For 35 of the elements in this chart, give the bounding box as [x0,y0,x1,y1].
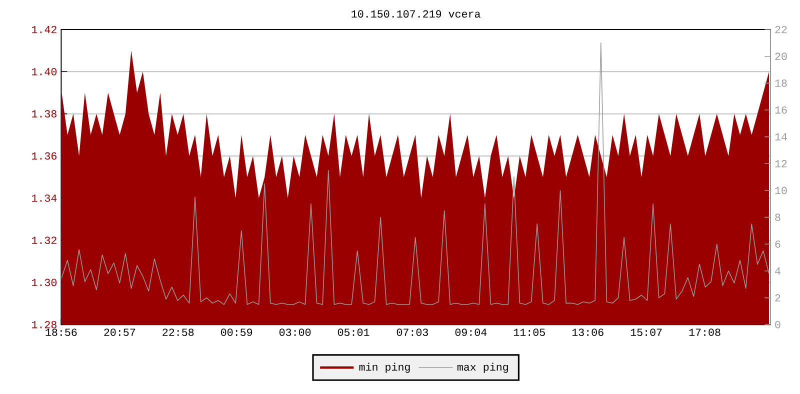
y2-tick-label: 2 [775,294,780,302]
x-tick-label: 07:03 [396,328,428,336]
y-tick-label: 1.36 [32,152,56,160]
y2-tick-label: 18 [775,80,787,88]
x-tick-label: 22:58 [162,328,194,336]
x-tick-label: 05:01 [338,328,370,336]
y2-tick-label: 6 [775,240,780,248]
y-tick-label: 1.34 [32,194,57,202]
y2-tick-label: 22 [775,26,787,34]
y-tick-label: 1.32 [32,236,56,244]
y2-tick-label: 12 [775,160,787,168]
legend-label: max ping [457,363,508,374]
x-tick-label: 11:05 [514,328,545,336]
chart-title: 10.150.107.219 vcera [352,10,480,18]
y2-tick-label: 10 [775,187,787,194]
y-tick-label: 1.28 [32,321,56,329]
x-tick-label: 17:08 [689,328,720,336]
y2-tick-label: 8 [775,214,780,222]
y2-tick-label: 4 [775,268,780,275]
x-tick-label: 09:04 [455,328,487,336]
x-tick-label: 20:57 [104,328,136,336]
x-tick-label: 00:59 [221,328,252,336]
y-tick-label: 1.42 [32,26,56,34]
x-tick-label: 03:00 [279,328,311,336]
y-tick-label: 1.38 [32,110,56,118]
x-tick-label: 13:06 [572,328,604,336]
y2-tick-label: 0 [775,321,780,329]
y-tick-label: 1.40 [32,68,57,76]
y-tick-label: 1.30 [32,279,57,286]
y2-tick-label: 20 [775,52,787,60]
y2-tick-label: 14 [775,134,787,141]
y2-tick-label: 16 [775,106,787,114]
legend-label: min ping [359,363,410,374]
x-tick-label: 15:07 [630,328,662,336]
x-tick-label: 18:56 [46,328,77,336]
